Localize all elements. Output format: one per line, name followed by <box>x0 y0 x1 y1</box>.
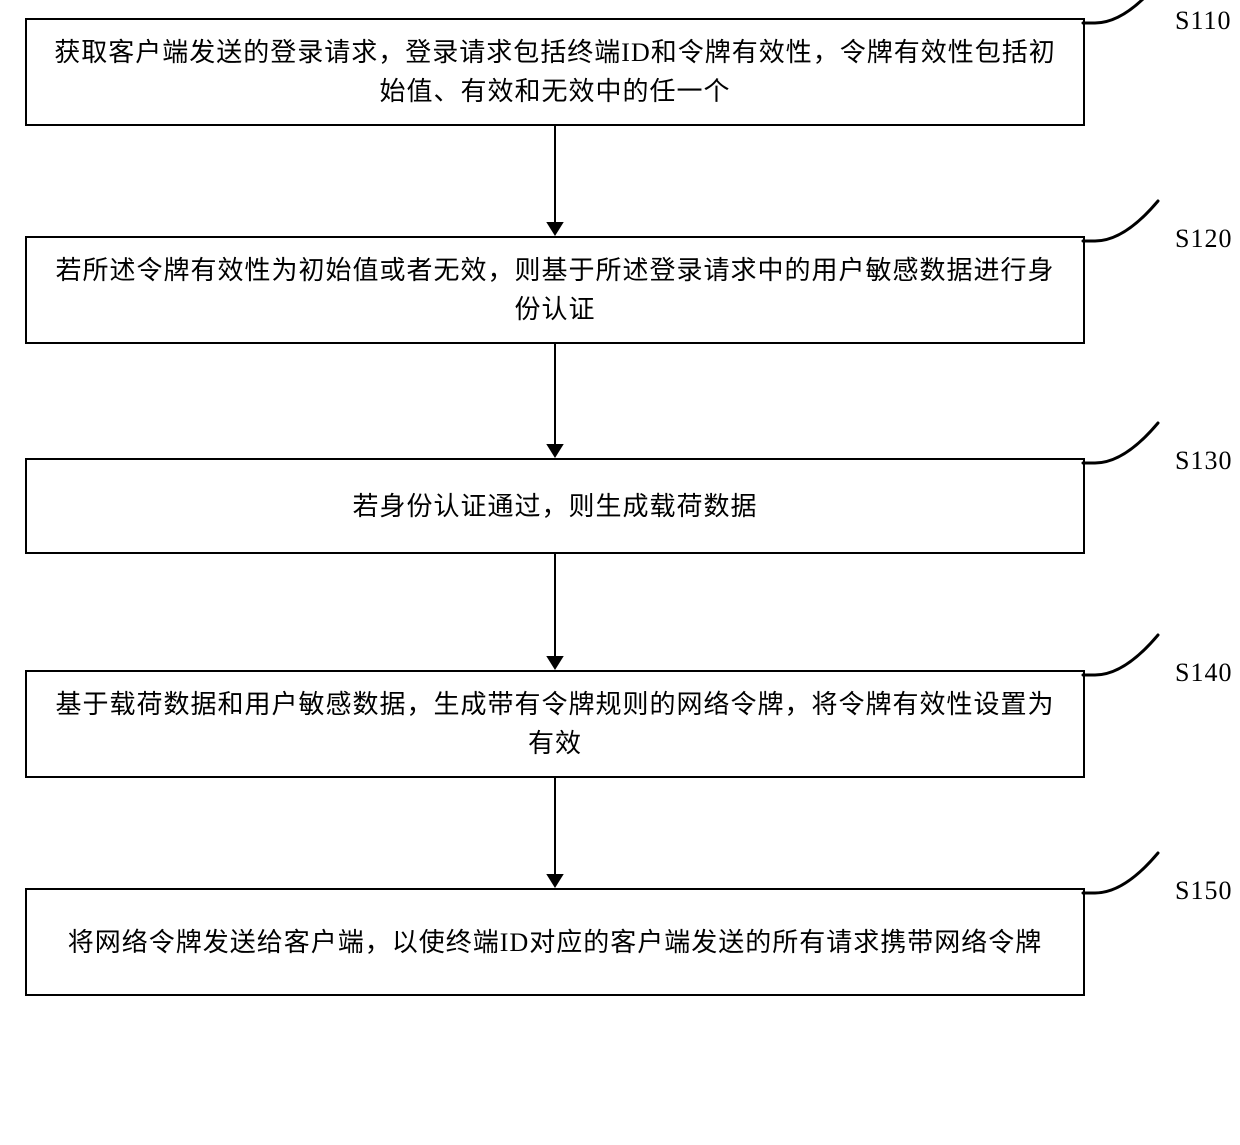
flowchart-canvas: 获取客户端发送的登录请求，登录请求包括终端ID和令牌有效性，令牌有效性包括初始值… <box>0 0 1240 1145</box>
step-label-s150: S150 <box>1175 876 1232 906</box>
step-label-s140: S140 <box>1175 658 1232 688</box>
arrow-s130-to-s140 <box>535 554 575 674</box>
step-box-s120: 若所述令牌有效性为初始值或者无效，则基于所述登录请求中的用户敏感数据进行身份认证 <box>25 236 1085 344</box>
step-label-s110: S110 <box>1175 6 1232 36</box>
step-box-s130: 若身份认证通过，则生成载荷数据 <box>25 458 1085 554</box>
step-label-s130: S130 <box>1175 446 1232 476</box>
step-box-s110: 获取客户端发送的登录请求，登录请求包括终端ID和令牌有效性，令牌有效性包括初始值… <box>25 18 1085 126</box>
arrow-s140-to-s150 <box>535 778 575 892</box>
step-text: 获取客户端发送的登录请求，登录请求包括终端ID和令牌有效性，令牌有效性包括初始值… <box>47 33 1063 111</box>
step-box-s150: 将网络令牌发送给客户端，以使终端ID对应的客户端发送的所有请求携带网络令牌 <box>25 888 1085 996</box>
step-text: 若身份认证通过，则生成载荷数据 <box>352 487 757 526</box>
step-text: 若所述令牌有效性为初始值或者无效，则基于所述登录请求中的用户敏感数据进行身份认证 <box>47 251 1063 329</box>
arrow-s120-to-s130 <box>535 344 575 462</box>
step-text: 基于载荷数据和用户敏感数据，生成带有令牌规则的网络令牌，将令牌有效性设置为有效 <box>47 685 1063 763</box>
step-text: 将网络令牌发送给客户端，以使终端ID对应的客户端发送的所有请求携带网络令牌 <box>68 923 1042 962</box>
step-box-s140: 基于载荷数据和用户敏感数据，生成带有令牌规则的网络令牌，将令牌有效性设置为有效 <box>25 670 1085 778</box>
step-label-s120: S120 <box>1175 224 1232 254</box>
arrow-s110-to-s120 <box>535 126 575 240</box>
